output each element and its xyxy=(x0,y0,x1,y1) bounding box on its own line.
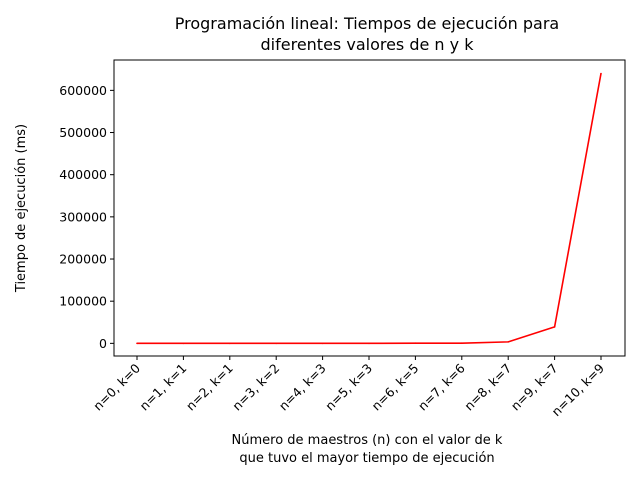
data-point xyxy=(136,342,138,345)
data-point xyxy=(229,342,231,345)
data-point xyxy=(414,342,417,345)
y-tick-label: 100000 xyxy=(59,294,107,309)
x-tick-label: n=6, k=5 xyxy=(369,361,422,414)
x-axis-label-line-1: Número de maestros (n) con el valor de k xyxy=(232,433,503,448)
x-tick-label: n=3, k=2 xyxy=(229,361,282,414)
y-tick-label: 400000 xyxy=(59,167,107,182)
data-point xyxy=(275,342,278,345)
x-tick-label: n=5, k=3 xyxy=(322,361,375,414)
y-tick-label: 600000 xyxy=(59,83,107,98)
data-point xyxy=(507,341,510,343)
data-point xyxy=(600,72,602,75)
data-point xyxy=(321,342,324,345)
x-tick-label: n=8, k=7 xyxy=(461,361,514,414)
y-tick-label: 500000 xyxy=(59,125,107,140)
x-tick-label: n=1, k=1 xyxy=(137,361,190,414)
x-axis-label-line-2: que tuvo el mayor tiempo de ejecución xyxy=(239,451,494,466)
data-point xyxy=(182,342,185,345)
x-tick-label: n=7, k=6 xyxy=(415,360,468,413)
y-axis-label: Tiempo de ejecución (ms) xyxy=(14,124,29,293)
x-tick-label: n=2, k=1 xyxy=(183,361,236,414)
y-tick-label: 0 xyxy=(99,336,107,351)
data-point xyxy=(553,326,556,328)
data-point xyxy=(461,342,463,344)
series-line xyxy=(137,73,602,345)
x-tick-label: n=4, k=3 xyxy=(276,361,329,414)
y-tick-label: 200000 xyxy=(59,252,107,267)
chart-title-line-2: diferentes valores de n y k xyxy=(261,35,475,54)
chart-title-line-1: Programación lineal: Tiempos de ejecució… xyxy=(175,14,559,33)
x-tick-label: n=0, k=0 xyxy=(90,360,143,413)
plot-frame xyxy=(113,59,626,357)
y-tick-label: 300000 xyxy=(59,209,107,224)
plot-area: 0 100000 200000 300000 400000 500000 600000 n=0… xyxy=(59,72,607,419)
data-point xyxy=(368,342,370,345)
